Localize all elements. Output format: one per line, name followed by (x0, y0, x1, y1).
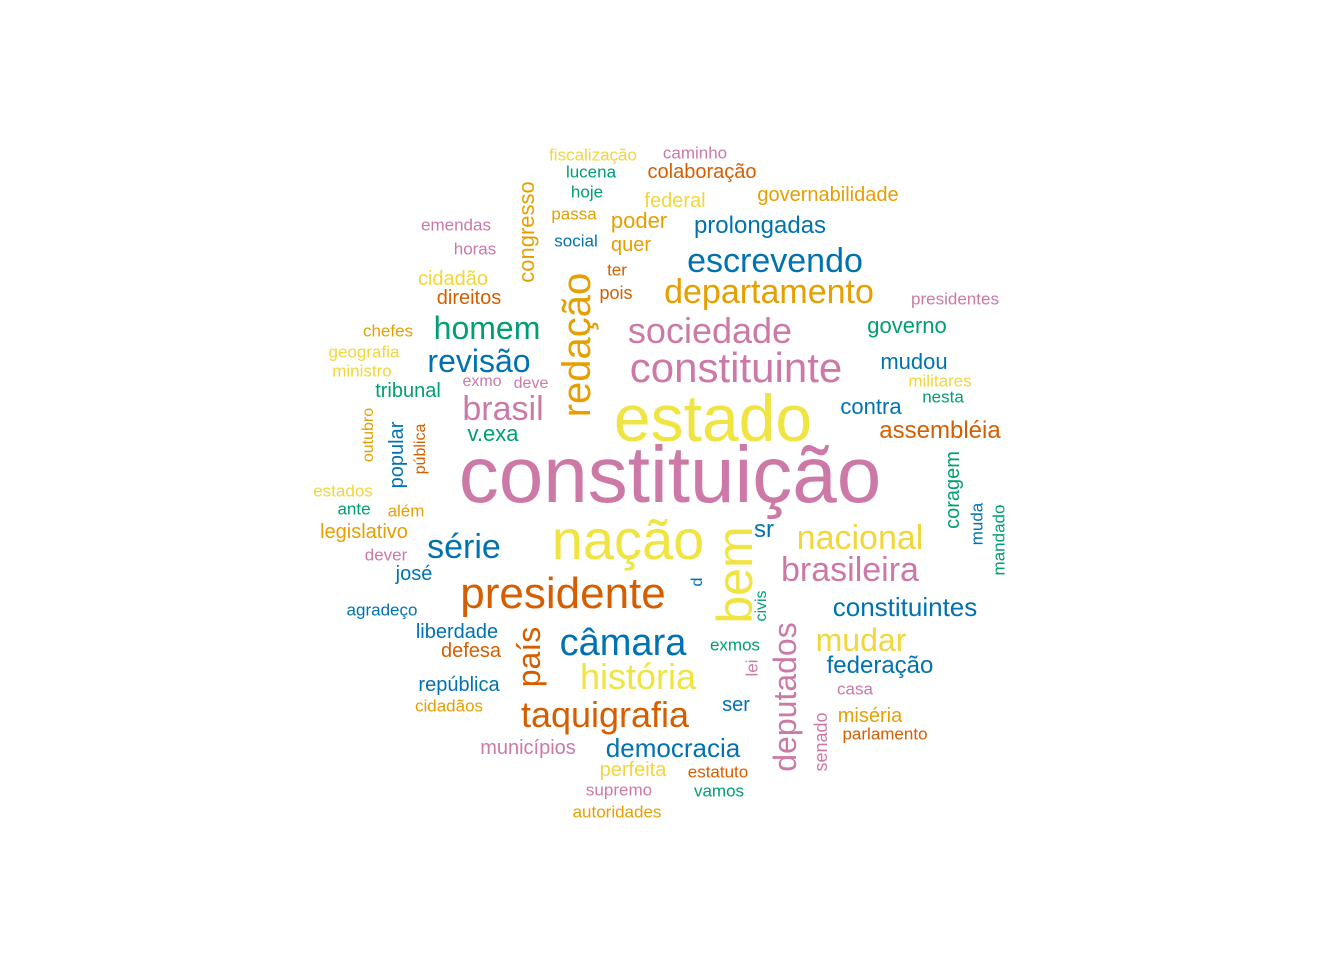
word-militares: militares (908, 371, 972, 391)
word-fiscalizacao: fiscalização (549, 145, 637, 165)
word-escrevendo: escrevendo (687, 242, 863, 280)
word-democracia: democracia (605, 733, 741, 763)
word-hoje: hoje (570, 182, 604, 202)
word-nacao: nação (551, 508, 705, 571)
word-presidente: presidente (460, 569, 666, 618)
word-casa: casa (837, 679, 873, 699)
word-mandado: mandado (989, 504, 1009, 576)
word-caminho: caminho (662, 143, 728, 163)
word-publica: pública (412, 423, 429, 475)
word-sr: sr (754, 516, 774, 543)
word-outubro: outubro (360, 407, 377, 463)
word-emendas: emendas (421, 215, 491, 235)
word-deputados: deputados (767, 622, 803, 772)
word-presidentes: presidentes (911, 289, 999, 309)
word-constituinte: constituinte (629, 344, 843, 391)
word-ser: ser (722, 694, 750, 716)
word-republica: república (418, 674, 500, 696)
word-dever: dever (364, 545, 408, 565)
word-governo: governo (867, 313, 947, 338)
word-federacao: federação (826, 652, 934, 679)
word-poder: poder (610, 208, 668, 233)
word-camara: câmara (559, 622, 687, 664)
word-sociedade: sociedade (627, 310, 793, 351)
word-ter: ter (607, 260, 627, 280)
word-federal: federal (644, 190, 706, 212)
word-nacional: nacional (796, 519, 924, 557)
word-supremo: supremo (585, 780, 653, 800)
word-estado: estado (613, 381, 813, 455)
word-lucena: lucena (565, 162, 617, 182)
word-constituicao: constituição (458, 430, 882, 519)
word-redacao: redação (555, 272, 599, 418)
word-brasil: brasil (462, 390, 544, 428)
word-estatuto: estatuto (687, 762, 749, 782)
word-assembleia: assembléia (879, 417, 1001, 444)
word-perfeita: perfeita (599, 759, 667, 781)
word-legislativo: legislativo (320, 521, 408, 543)
word-congresso: congresso (514, 181, 539, 283)
word-homem: homem (433, 310, 541, 346)
word-d: d (689, 577, 706, 587)
word-horas: horas (453, 239, 497, 259)
word-quer: quer (610, 234, 652, 256)
word-mudar: mudar (815, 622, 907, 658)
word-defesa: defesa (440, 640, 502, 662)
word-vamos: vamos (693, 781, 745, 801)
word-liberdade: liberdade (415, 621, 499, 643)
word-jose: josé (395, 563, 433, 585)
word-cidadao: cidadão (417, 268, 489, 290)
word-colaboracao: colaboração (647, 161, 757, 183)
word-popular: popular (386, 421, 408, 489)
word-geografia: geografia (328, 342, 400, 362)
word-exmo: exmo (462, 373, 502, 390)
word-contra: contra (840, 394, 902, 419)
word-agradeco: agradeço (346, 600, 418, 620)
word-serie: série (427, 528, 501, 566)
word-muda: muda (967, 502, 987, 546)
word-parlamento: parlamento (842, 724, 928, 744)
word-constituintes: constituintes (832, 592, 978, 622)
word-pois: pois (599, 283, 633, 303)
word-tribunal: tribunal (375, 380, 441, 402)
word-civis: civis (753, 590, 770, 622)
word-senado: senado (811, 712, 831, 772)
word-social: social (554, 231, 598, 251)
word-direitos: direitos (436, 287, 502, 309)
word-coragem: coragem (942, 451, 964, 529)
word-brasileira: brasileira (781, 551, 919, 589)
word-passa: passa (551, 204, 597, 224)
word-municipios: municípios (480, 737, 576, 759)
word-cidadaos: cidadãos (414, 696, 484, 716)
word-pais: país (511, 626, 547, 688)
word-historia: história (579, 656, 697, 697)
word-miseria: miséria (837, 705, 903, 727)
word-prolongadas: prolongadas (693, 212, 827, 239)
word-exmos: exmos (709, 635, 761, 655)
word-lei: lei (742, 659, 762, 677)
word-vexa: v.exa (467, 421, 519, 446)
word-revisao: revisão (427, 343, 531, 379)
word-mudou: mudou (880, 349, 948, 374)
word-nesta: nesta (922, 387, 964, 407)
word-deve: deve (513, 375, 549, 392)
word-governabilidade: governabilidade (757, 184, 899, 206)
word-alem: além (387, 501, 425, 521)
word-autoridades: autoridades (572, 802, 662, 822)
word-departamento: departamento (664, 273, 874, 311)
word-chefes: chefes (362, 321, 414, 341)
word-estados: estados (313, 481, 373, 501)
word-ministro: ministro (332, 361, 392, 381)
word-taquigrafia: taquigrafia (520, 694, 690, 735)
word-ante: ante (337, 499, 371, 519)
